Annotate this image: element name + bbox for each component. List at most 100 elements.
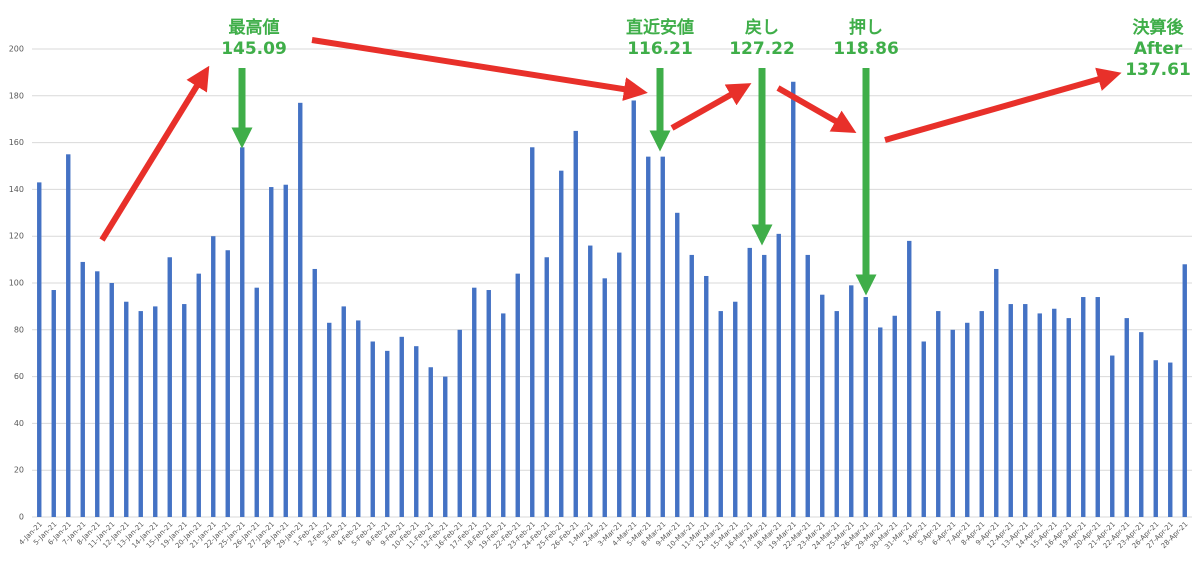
red-arrow: [884, 67, 1122, 143]
bar: [95, 271, 100, 517]
annotation: 137.61: [1125, 60, 1191, 80]
bar: [936, 311, 941, 517]
red-arrow: [670, 83, 752, 131]
bar: [66, 154, 71, 518]
bar: [443, 376, 448, 517]
bar: [675, 212, 680, 518]
bar: [428, 367, 433, 517]
y-tick-label: 140: [9, 185, 24, 194]
bar: [370, 341, 375, 517]
bar: [689, 254, 694, 518]
bar: [225, 250, 230, 518]
bar: [240, 147, 245, 517]
red-arrow: [776, 85, 857, 133]
bar: [660, 156, 665, 517]
red-arrow: [311, 37, 648, 101]
y-tick-label: 20: [14, 466, 24, 475]
bar: [950, 329, 955, 517]
bar: [776, 233, 781, 518]
bar: [1037, 313, 1042, 517]
annotation: 決算後: [1133, 17, 1185, 38]
bar: [501, 313, 506, 517]
bar: [646, 156, 651, 517]
bar: [472, 287, 477, 517]
annotation: 127.22: [729, 39, 795, 59]
bar: [1081, 297, 1086, 517]
bar: [1153, 360, 1158, 517]
bar: [341, 306, 346, 517]
red-arrow: [99, 65, 210, 242]
bar: [965, 322, 970, 517]
bar: [153, 306, 158, 517]
bar: [762, 254, 767, 518]
bar: [559, 170, 564, 517]
bar: [1066, 318, 1071, 517]
bar: [1139, 332, 1144, 517]
bar: [979, 311, 984, 517]
bar: [907, 240, 912, 517]
bar: [878, 327, 883, 517]
annotation: 116.21: [627, 39, 693, 59]
bar: [791, 81, 796, 517]
bar: [182, 304, 187, 517]
bar: [733, 301, 738, 517]
y-tick-label: 0: [19, 513, 24, 522]
bar: [820, 294, 825, 517]
bar: [994, 268, 999, 517]
bar: [863, 297, 868, 517]
bar: [617, 252, 622, 517]
bar: [631, 100, 636, 517]
bar: [892, 315, 897, 517]
bar: [124, 301, 129, 517]
bar: [1008, 304, 1013, 517]
bar: [298, 102, 303, 517]
bar: [515, 273, 520, 517]
bar: [399, 336, 404, 517]
bar: [457, 329, 462, 517]
y-tick-label: 160: [9, 138, 24, 147]
bar: [1182, 264, 1187, 517]
bar: [356, 320, 361, 517]
bar: [921, 341, 926, 517]
bar: [1023, 304, 1028, 517]
bar: [588, 245, 593, 517]
bar: [544, 257, 549, 517]
bar: [283, 184, 288, 517]
bar: [1095, 297, 1100, 517]
y-tick-label: 40: [14, 419, 24, 428]
bar: [254, 287, 259, 517]
bar: [196, 273, 201, 517]
bar: [1124, 318, 1129, 517]
bar: [805, 254, 810, 518]
bar: [530, 147, 535, 517]
bar: [80, 261, 85, 517]
bar: [1052, 308, 1057, 517]
bar: [327, 322, 332, 517]
annotation: 直近安値: [626, 17, 694, 38]
bar: [385, 350, 390, 517]
bar: [211, 236, 216, 517]
bar: [486, 290, 491, 517]
y-tick-label: 200: [9, 45, 24, 54]
bar: [1110, 355, 1115, 517]
bar: [414, 346, 419, 517]
annotation: 118.86: [833, 39, 899, 59]
bar: [849, 285, 854, 517]
bar: [37, 182, 42, 517]
annotation: 145.09: [221, 39, 287, 59]
annotation: 戻し: [745, 17, 779, 38]
annotation: 最高値: [229, 17, 280, 38]
bar: [602, 278, 607, 517]
bar: [1168, 362, 1173, 517]
y-tick-label: 80: [14, 325, 24, 334]
bar: [704, 275, 709, 517]
y-tick-label: 120: [9, 232, 24, 241]
arrows: [99, 37, 1122, 296]
bar: [747, 247, 752, 517]
y-tick-label: 60: [14, 372, 24, 381]
bar: [138, 311, 143, 517]
y-tick-label: 100: [9, 279, 24, 288]
y-tick-label: 180: [9, 91, 24, 100]
bar: [167, 257, 172, 517]
